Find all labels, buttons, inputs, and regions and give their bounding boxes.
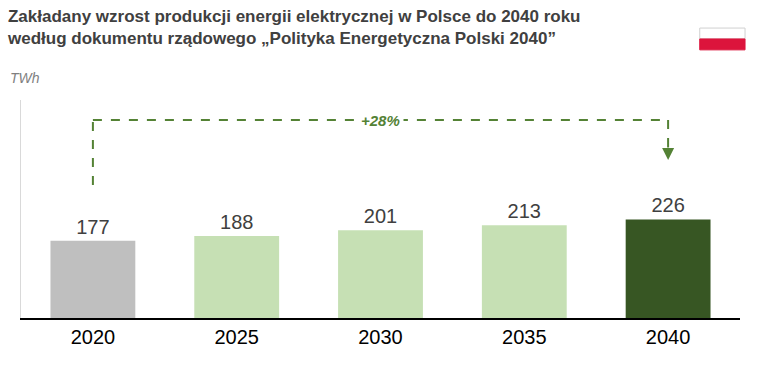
svg-text:2040: 2040 [646,326,691,348]
svg-text:188: 188 [220,211,253,233]
svg-text:2025: 2025 [214,326,259,348]
svg-text:Zakładany wzrost produkcji ene: Zakładany wzrost produkcji energii elekt… [7,7,581,48]
svg-text:2035: 2035 [502,326,547,348]
svg-text:+28%: +28% [361,112,400,129]
svg-text:TWh: TWh [10,70,40,86]
svg-text:177: 177 [76,216,109,238]
svg-text:213: 213 [508,200,541,222]
svg-text:2020: 2020 [71,326,116,348]
svg-text:226: 226 [651,194,684,216]
svg-text:2030: 2030 [358,326,403,348]
svg-text:201: 201 [364,205,397,227]
